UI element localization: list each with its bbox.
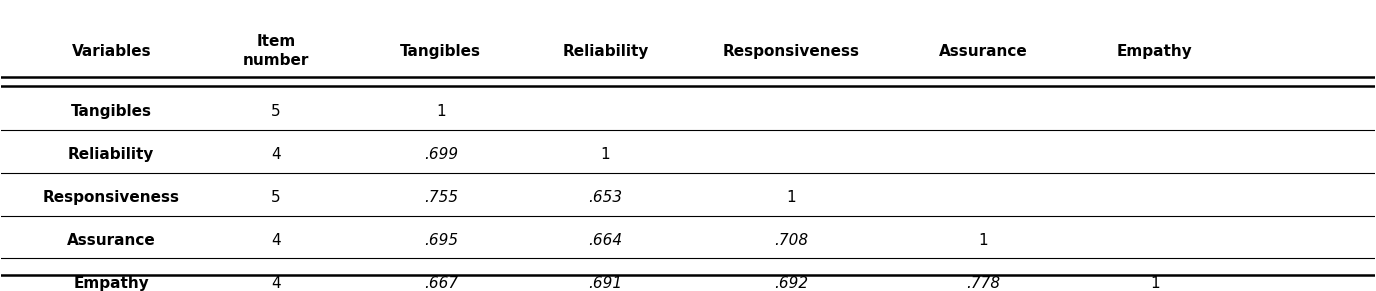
Text: Reliability: Reliability [67,147,154,162]
Text: 4: 4 [271,276,281,291]
Text: .708: .708 [773,233,808,248]
Text: 1: 1 [1150,276,1160,291]
Text: Reliability: Reliability [563,44,649,58]
Text: 4: 4 [271,147,281,162]
Text: .691: .691 [589,276,623,291]
Text: 1: 1 [786,190,795,205]
Text: 1: 1 [436,104,446,119]
Text: .695: .695 [424,233,458,248]
Text: .778: .778 [966,276,1000,291]
Text: Assurance: Assurance [938,44,1028,58]
Text: 5: 5 [271,104,281,119]
Text: 1: 1 [978,233,988,248]
Text: Empathy: Empathy [1117,44,1193,58]
Text: .755: .755 [424,190,458,205]
Text: Tangibles: Tangibles [70,104,151,119]
Text: Tangibles: Tangibles [400,44,482,58]
Text: Responsiveness: Responsiveness [722,44,860,58]
Text: .653: .653 [589,190,623,205]
Text: .699: .699 [424,147,458,162]
Text: Variables: Variables [72,44,151,58]
Text: 4: 4 [271,233,281,248]
Text: Responsiveness: Responsiveness [43,190,180,205]
Text: .667: .667 [424,276,458,291]
Text: 1: 1 [601,147,611,162]
Text: Empathy: Empathy [73,276,149,291]
Text: .664: .664 [589,233,623,248]
Text: .692: .692 [773,276,808,291]
Text: Assurance: Assurance [67,233,155,248]
Text: Item
number: Item number [242,34,310,68]
Text: 5: 5 [271,190,281,205]
